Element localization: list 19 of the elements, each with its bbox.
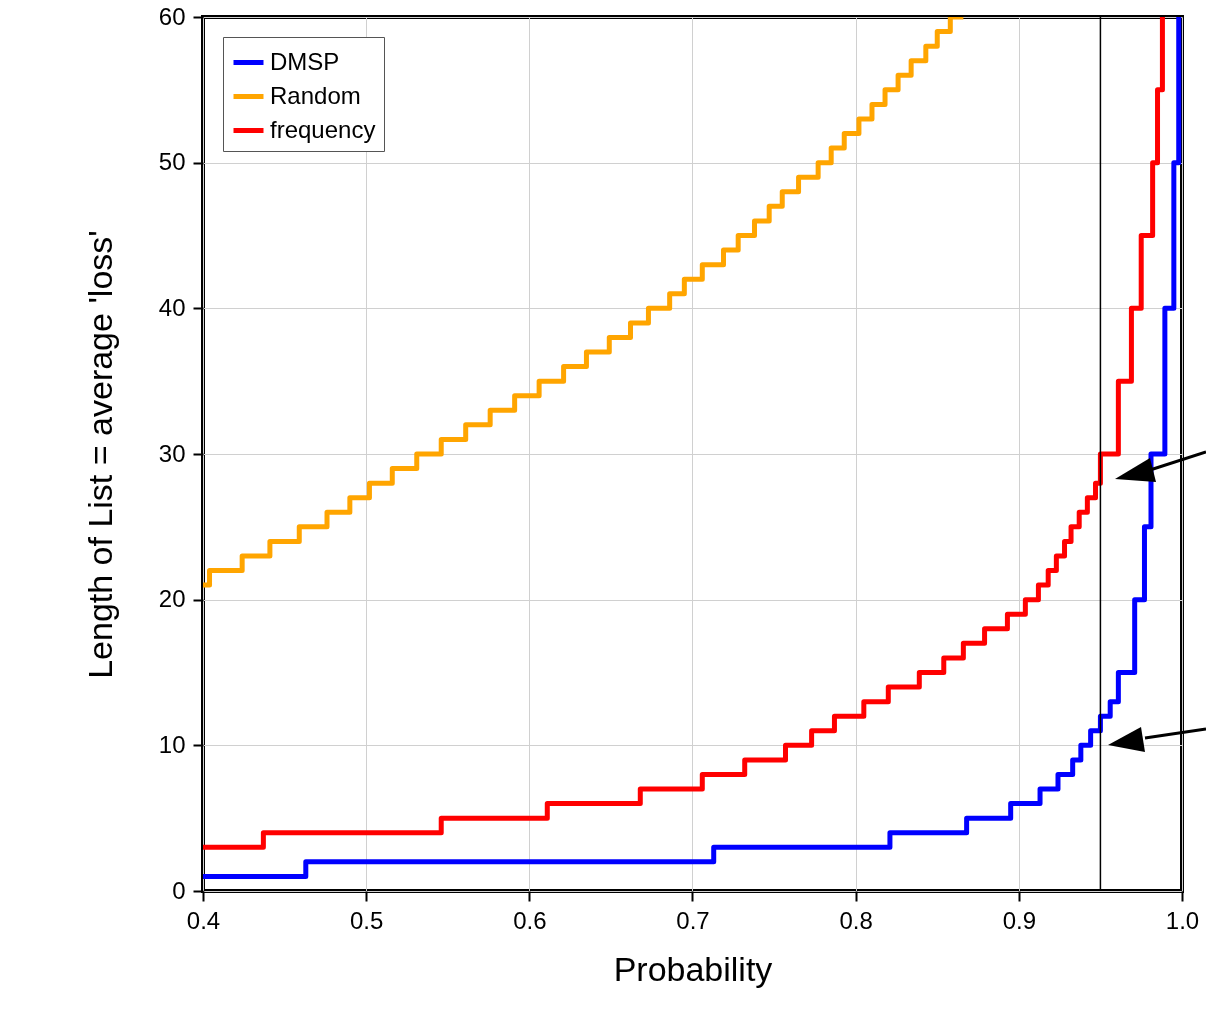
x-tick-label: 0.9 xyxy=(1002,906,1037,934)
x-tick-label: 1.0 xyxy=(1165,906,1200,934)
legend-label: DMSP xyxy=(270,47,340,75)
x-tick-label: 0.5 xyxy=(349,906,384,934)
y-axis-title: Length of List = average 'loss' xyxy=(80,230,119,679)
x-tick-label: 0.6 xyxy=(513,906,547,934)
x-tick-label: 0.8 xyxy=(839,906,873,934)
y-tick-label: 0 xyxy=(172,876,186,904)
y-tick-label: 30 xyxy=(158,439,186,467)
x-tick-label: 0.4 xyxy=(186,906,221,934)
y-tick-label: 60 xyxy=(158,2,186,30)
legend-label: frequency xyxy=(270,115,376,143)
legend-label: Random xyxy=(270,81,361,109)
x-tick-label: 0.7 xyxy=(676,906,710,934)
y-tick-label: 40 xyxy=(158,293,186,321)
x-axis-title: Probability xyxy=(613,949,773,988)
y-tick-label: 20 xyxy=(158,585,186,613)
y-tick-label: 50 xyxy=(158,148,186,176)
y-tick-label: 10 xyxy=(158,730,186,758)
